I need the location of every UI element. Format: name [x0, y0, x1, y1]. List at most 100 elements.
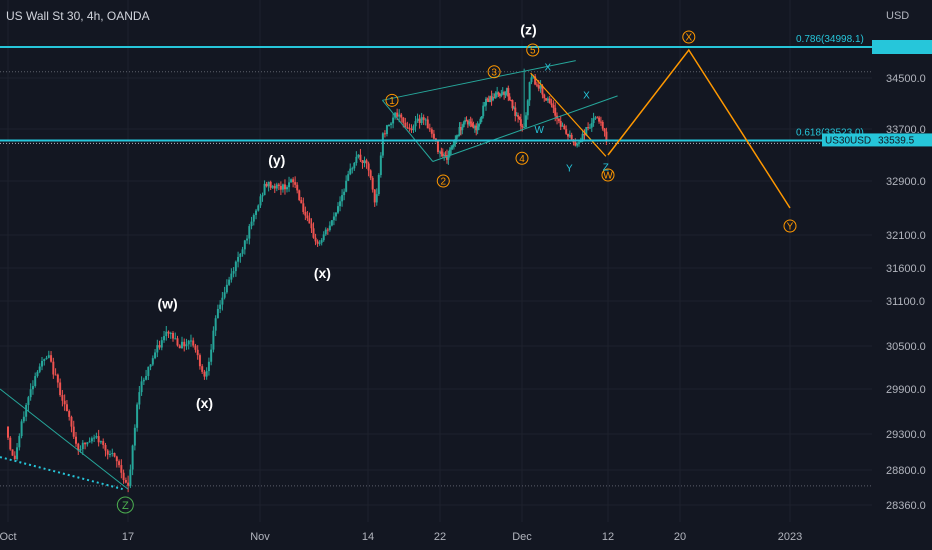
candle-body	[113, 453, 116, 457]
candle-body	[18, 436, 21, 448]
candle-body	[151, 358, 154, 365]
time-axis[interactable]: Oct 17 Nov 14 22 Dec 12 20 2023	[0, 522, 872, 550]
candle-body	[444, 155, 447, 157]
symbol-tag-label: US30USD	[825, 135, 871, 146]
candle-body	[359, 154, 362, 161]
candle-body	[576, 143, 579, 146]
candle-body	[257, 205, 260, 211]
candle-body	[583, 133, 586, 136]
candle-body	[500, 93, 503, 97]
candle-body	[475, 125, 478, 131]
wave-label-cyan: Z	[603, 163, 609, 174]
chart-title: US Wall St 30, 4h, OANDA	[6, 9, 150, 23]
candle-body	[241, 249, 244, 254]
candle-body	[369, 170, 372, 178]
candle-body	[174, 338, 177, 340]
candle-body	[324, 229, 327, 235]
candle-body	[363, 160, 366, 164]
last-price-label: 33539.5	[878, 135, 915, 146]
trendlines	[0, 60, 618, 491]
candle-body	[439, 151, 441, 153]
candle-body	[259, 196, 262, 206]
candle-body	[111, 453, 114, 455]
currency-label: USD	[886, 10, 909, 22]
candle-body	[160, 340, 163, 348]
candle-body	[223, 292, 226, 298]
candle-body	[267, 181, 270, 187]
candle-body	[165, 331, 168, 337]
candle-body	[404, 122, 407, 128]
candle-body	[561, 125, 564, 127]
candle-body	[476, 126, 479, 131]
candle-body	[471, 123, 474, 127]
candle-body	[534, 76, 537, 85]
candle-body	[464, 120, 467, 123]
wave-circle-orange	[526, 43, 540, 57]
candle-body	[496, 92, 499, 94]
candle-body	[563, 125, 566, 130]
candle-body	[599, 121, 602, 123]
projection-label-w: W	[603, 171, 613, 182]
candle-body	[530, 77, 533, 83]
fib-axis-tag	[872, 40, 932, 54]
price-tick-label: 33700.0	[886, 124, 926, 136]
candle-body	[45, 357, 48, 360]
candle-body	[472, 126, 475, 129]
candle-body	[347, 174, 350, 181]
candle-body	[451, 145, 454, 148]
time-tick-label: 2023	[778, 531, 802, 543]
candle-body	[357, 154, 360, 157]
candle-body	[142, 379, 145, 382]
candle-body	[493, 97, 496, 99]
candle-body	[402, 117, 405, 123]
wave-circle-orange	[385, 93, 399, 107]
candle-body	[396, 112, 399, 117]
candle-body	[424, 119, 427, 121]
candle-body	[337, 206, 339, 213]
candle-body	[505, 88, 508, 93]
candle-body	[263, 183, 266, 196]
candle-body	[332, 216, 335, 221]
wave-label-green: Z	[122, 500, 129, 512]
candle-body	[490, 96, 493, 101]
channel-upper-line	[382, 60, 576, 101]
candle-body	[50, 355, 53, 362]
candle-body	[302, 203, 305, 212]
candle-body	[605, 131, 608, 142]
candle-body	[172, 332, 175, 339]
price-axis[interactable]: 34500.0 33700.0 32900.0 32100.0 31600.0 31100…	[822, 0, 932, 550]
candle-body	[349, 168, 352, 175]
candle-body	[38, 366, 41, 372]
candle-body	[63, 400, 66, 405]
wave-label-cyan: X	[583, 90, 590, 101]
candle-body	[388, 124, 390, 126]
wave-label-orange: 2	[440, 177, 446, 188]
candle-body	[322, 234, 325, 241]
candle-body	[441, 153, 444, 157]
candle-body	[523, 127, 526, 129]
candle-body	[109, 453, 111, 455]
candle-body	[587, 127, 590, 129]
candle-body	[154, 352, 157, 359]
candle-body	[565, 129, 568, 134]
candle-body	[519, 119, 522, 126]
candle-body	[308, 218, 311, 224]
candle-body	[482, 105, 485, 117]
candle-body	[52, 361, 55, 375]
time-tick-label: 14	[362, 531, 374, 543]
price-tick-label: 28800.0	[886, 465, 926, 477]
candle-body	[93, 437, 96, 439]
wave-label-white: (z)	[520, 21, 536, 37]
candle-body	[567, 133, 570, 137]
candle-body	[277, 184, 280, 186]
candle-body	[77, 443, 80, 451]
candle-body	[548, 98, 551, 104]
candle-body	[592, 118, 595, 124]
candle-body	[288, 182, 291, 188]
candle-body	[34, 376, 37, 387]
wave-label-cyan: Y	[566, 163, 573, 174]
candle-body	[545, 98, 548, 101]
candle-body	[577, 142, 580, 144]
candle-body	[192, 340, 195, 346]
